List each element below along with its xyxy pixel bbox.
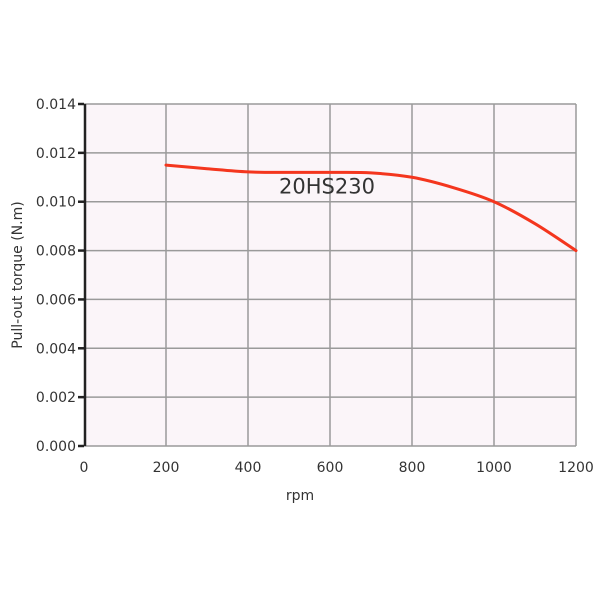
- x-tick-label: 0: [80, 460, 89, 476]
- x-tick-label: 1000: [476, 460, 512, 476]
- x-tick-label: 600: [317, 460, 344, 476]
- y-tick-label: 0.006: [36, 292, 76, 308]
- series-line-20HS230: [164, 163, 578, 253]
- y-tick-label: 0.002: [36, 390, 76, 406]
- y-tick-label: 0.014: [36, 97, 76, 113]
- x-axis-label: rpm: [286, 488, 314, 504]
- x-tick-label: 800: [399, 460, 426, 476]
- x-axis-ticks: 0 200 400 600 800 1000 1200: [80, 460, 594, 476]
- y-axis-ticks: 0.000 0.002 0.004 0.006 0.008 0.010 0.012 0.014: [36, 97, 84, 455]
- y-tick-label: 0.000: [36, 439, 76, 455]
- grid: [84, 103, 577, 447]
- x-tick-label: 200: [153, 460, 180, 476]
- y-tick-label: 0.004: [36, 341, 76, 357]
- y-tick-label: 0.008: [36, 244, 76, 260]
- y-tick-label: 0.012: [36, 146, 76, 162]
- y-axis-label: Pull-out torque (N.m): [10, 201, 26, 348]
- series-annotation: 20HS230: [279, 175, 375, 199]
- series-group: [164, 163, 578, 253]
- x-tick-label: 1200: [558, 460, 594, 476]
- y-tick-label: 0.010: [36, 195, 76, 211]
- x-tick-label: 400: [235, 460, 262, 476]
